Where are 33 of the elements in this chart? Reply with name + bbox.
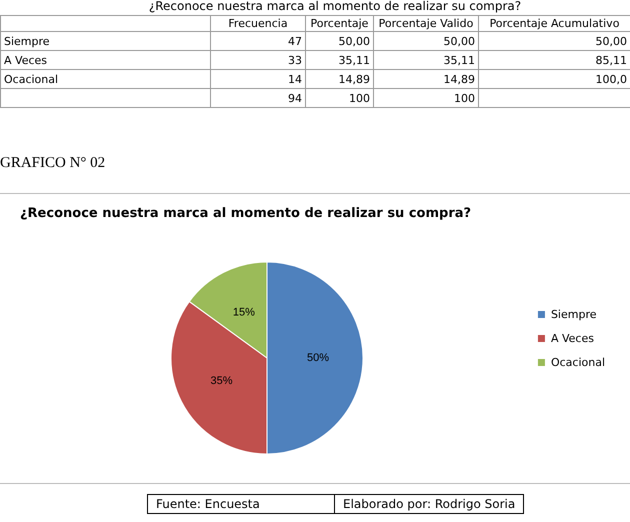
- category-label: A Veces: [4, 54, 48, 66]
- data-label: 35%: [210, 375, 233, 388]
- text: ¿Reconoce nuestra marca al momento de realizar su compra?: [148, 0, 522, 15]
- legend-label: Ocacional: [550, 356, 606, 369]
- text: 35,11: [444, 54, 475, 66]
- category-label: Porcentaje: [306, 16, 374, 32]
- legend-label: Siempre: [550, 308, 597, 321]
- text: 100,0: [596, 72, 627, 86]
- text: 50,00: [444, 34, 475, 48]
- text: 33: [288, 54, 302, 66]
- text: 100: [454, 92, 475, 104]
- category-label: Frecuencia: [210, 16, 306, 32]
- category-label: Porcentaje Valido: [374, 16, 478, 32]
- text: 50,00: [596, 34, 627, 48]
- data-label: 50%: [306, 352, 330, 364]
- chart-title: ¿Reconoce nuestra marca al momento de realizar su compra?: [20, 206, 472, 221]
- text: Elaborado por: Rodrigo Soria: [334, 494, 524, 514]
- text: 50,00: [338, 34, 370, 48]
- text: GRAFICO N° 02: [0, 155, 106, 172]
- text: 14,89: [338, 72, 370, 86]
- text: 47: [288, 34, 302, 48]
- text: 14,89: [444, 72, 475, 86]
- text: 85,11: [596, 54, 627, 66]
- text: 100: [349, 92, 370, 104]
- category-label: Ocacional: [4, 72, 58, 86]
- category-label: Porcentaje Acumulativo: [478, 16, 630, 32]
- text: 94: [288, 92, 302, 104]
- data-label: 15%: [232, 306, 256, 319]
- text: 14: [288, 72, 302, 86]
- source-note: Fuente: Encuesta: [148, 494, 334, 514]
- category-label: Siempre: [4, 34, 50, 48]
- legend-label: A Veces: [550, 332, 594, 345]
- text: 35,11: [338, 54, 370, 66]
